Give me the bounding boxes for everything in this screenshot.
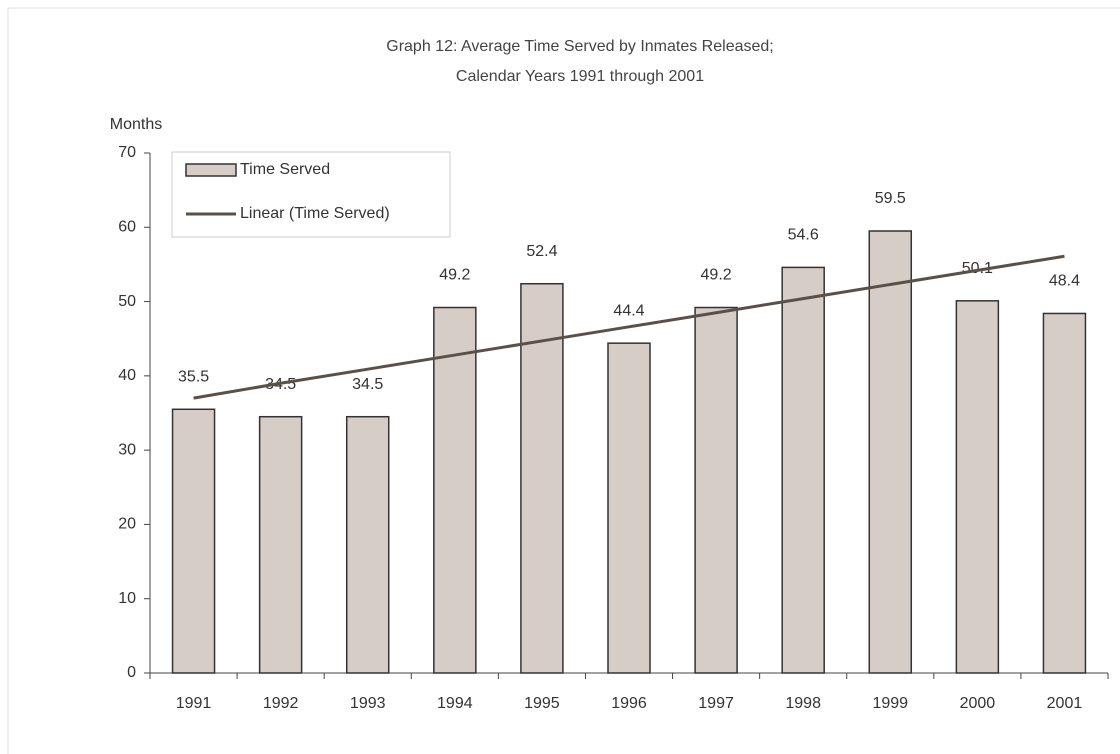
bar [345, 415, 390, 674]
y-tick-label: 60 [118, 219, 136, 236]
bar [955, 300, 1000, 674]
x-tick-label: 1991 [176, 695, 212, 712]
x-tick-label: 1993 [350, 695, 386, 712]
x-tick-label: 1995 [524, 695, 560, 712]
bar [171, 408, 216, 674]
x-tick-label: 1996 [611, 695, 647, 712]
x-tick-label: 2001 [1047, 695, 1083, 712]
legend-swatch [185, 163, 237, 177]
data-label: 52.4 [526, 243, 557, 260]
y-tick-label: 10 [118, 590, 136, 607]
y-tick-label: 20 [118, 516, 136, 533]
legend-label: Time Served [240, 161, 330, 178]
data-label: 48.4 [1049, 273, 1080, 290]
bar [781, 266, 825, 674]
x-tick-label: 1992 [263, 695, 299, 712]
data-label: 35.5 [178, 369, 209, 386]
data-label: 44.4 [613, 302, 644, 319]
x-tick-label: 2000 [960, 695, 996, 712]
bar [433, 306, 477, 674]
bar [1042, 312, 1087, 674]
y-tick-label: 50 [118, 293, 136, 310]
legend-label: Linear (Time Served) [240, 205, 390, 222]
trend-line [193, 254, 1065, 400]
x-tick-label: 1999 [872, 695, 908, 712]
data-label: 49.2 [701, 267, 732, 284]
frame [7, 7, 1120, 754]
x-tick-label: 1994 [437, 695, 473, 712]
chart-title: Graph 12: Average Time Served by Inmates… [386, 38, 773, 55]
y-axis-label: Months [110, 116, 162, 133]
bar [607, 342, 651, 674]
data-label: 59.5 [875, 190, 906, 207]
data-label: 49.2 [439, 267, 470, 284]
data-label: 34.5 [352, 376, 383, 393]
y-tick-label: 40 [118, 367, 136, 384]
y-tick-label: 30 [118, 441, 136, 458]
chart-subtitle: Calendar Years 1991 through 2001 [456, 68, 704, 85]
y-tick-label: 70 [118, 144, 136, 161]
y-tick-label: 0 [127, 664, 136, 681]
bar [694, 306, 738, 674]
bar [868, 230, 913, 674]
x-tick-label: 1997 [698, 695, 734, 712]
bar [520, 282, 564, 674]
x-tick-label: 1998 [785, 695, 821, 712]
data-label: 54.6 [788, 227, 819, 244]
bar [258, 415, 303, 674]
